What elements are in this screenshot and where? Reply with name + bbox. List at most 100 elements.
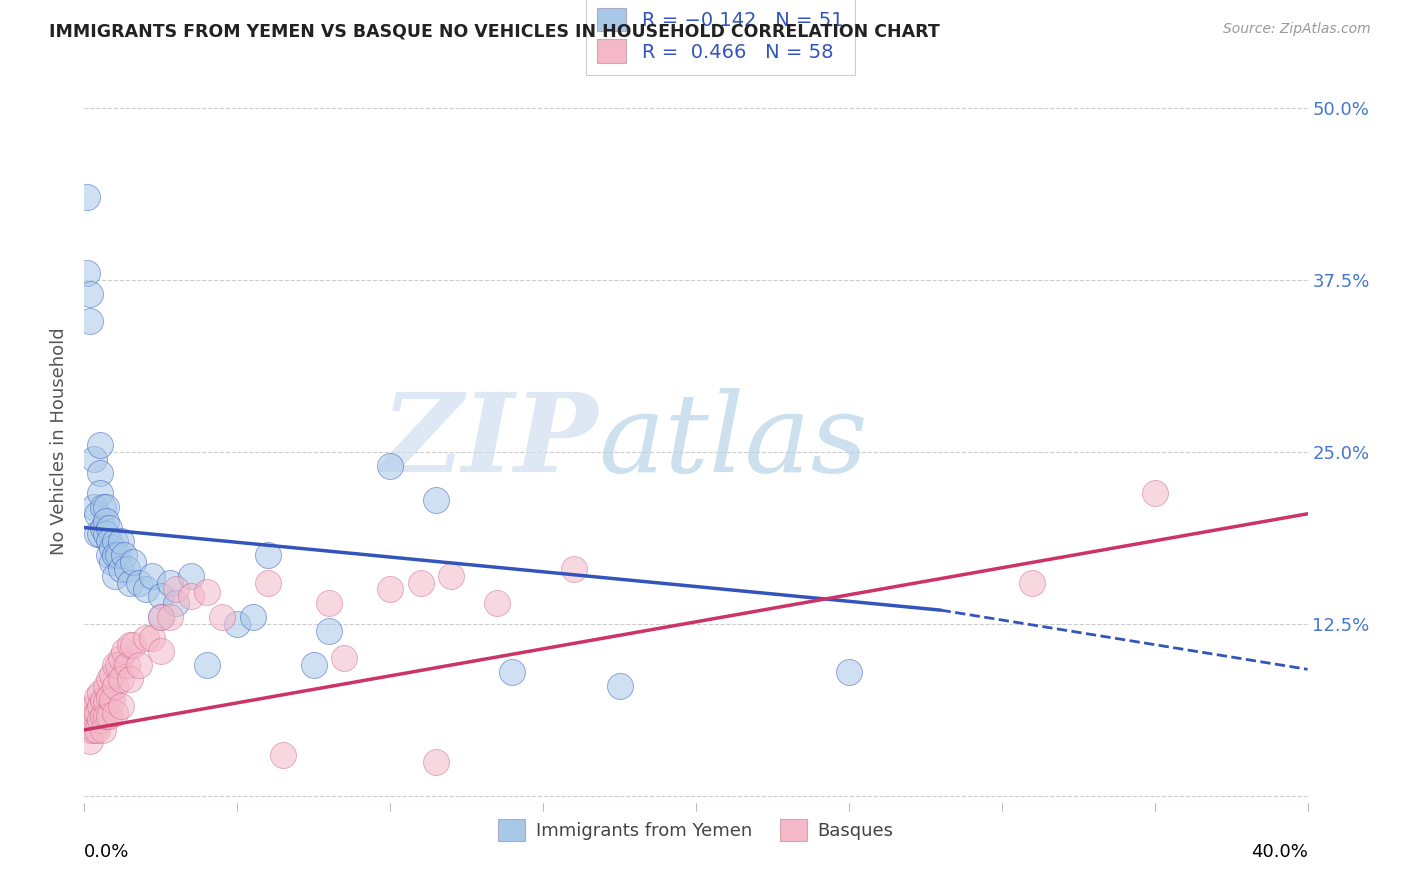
Point: [97, 672, 120, 686]
Point: [120, 575, 142, 590]
Point: [135, 582, 157, 597]
Point: [101, 668, 124, 682]
Point: [76, 190, 98, 204]
Point: [89, 438, 111, 452]
Point: [86, 507, 108, 521]
Text: ZIP: ZIP: [381, 388, 598, 495]
Point: [104, 534, 127, 549]
Point: [86, 723, 108, 737]
Point: [97, 690, 120, 704]
Point: [83, 699, 105, 714]
Point: [128, 575, 150, 590]
Point: [94, 527, 117, 541]
Point: [211, 610, 233, 624]
Point: [89, 466, 111, 480]
Point: [1143, 486, 1166, 500]
Point: [502, 665, 524, 679]
Point: [76, 704, 98, 718]
Point: [79, 314, 101, 328]
Point: [609, 679, 631, 693]
Point: [83, 709, 105, 723]
Point: [257, 575, 280, 590]
Point: [120, 672, 142, 686]
Point: [486, 596, 509, 610]
Point: [440, 568, 463, 582]
Point: [97, 520, 120, 534]
Point: [149, 610, 172, 624]
Point: [94, 709, 117, 723]
Text: Source: ZipAtlas.com: Source: ZipAtlas.com: [1223, 22, 1371, 37]
Point: [101, 555, 124, 569]
Y-axis label: No Vehicles in Household: No Vehicles in Household: [51, 327, 69, 556]
Point: [180, 590, 202, 604]
Point: [101, 692, 124, 706]
Point: [104, 568, 127, 582]
Point: [333, 651, 356, 665]
Point: [107, 658, 129, 673]
Point: [318, 624, 340, 638]
Point: [165, 596, 187, 610]
Point: [76, 266, 98, 280]
Point: [180, 568, 202, 582]
Point: [86, 706, 108, 721]
Point: [97, 534, 120, 549]
Point: [91, 500, 114, 514]
Point: [380, 582, 402, 597]
Point: [104, 658, 127, 673]
Point: [76, 717, 98, 731]
Point: [409, 575, 432, 590]
Point: [83, 500, 105, 514]
Point: [195, 658, 218, 673]
Text: atlas: atlas: [598, 388, 868, 495]
Point: [149, 644, 172, 658]
Point: [110, 672, 132, 686]
Point: [110, 534, 132, 549]
Point: [271, 747, 294, 762]
Point: [165, 582, 187, 597]
Point: [97, 548, 120, 562]
Point: [128, 658, 150, 673]
Point: [86, 527, 108, 541]
Point: [141, 568, 163, 582]
Point: [149, 590, 172, 604]
Point: [89, 713, 111, 727]
Text: 0.0%: 0.0%: [84, 843, 129, 861]
Point: [159, 610, 181, 624]
Point: [141, 631, 163, 645]
Point: [425, 493, 447, 508]
Point: [86, 690, 108, 704]
Point: [380, 458, 402, 473]
Point: [122, 555, 145, 569]
Point: [159, 575, 181, 590]
Point: [91, 520, 114, 534]
Point: [89, 686, 111, 700]
Point: [425, 755, 447, 769]
Point: [94, 514, 117, 528]
Point: [562, 562, 585, 576]
Point: [91, 723, 114, 737]
Point: [101, 541, 124, 556]
Legend: Immigrants from Yemen, Basques: Immigrants from Yemen, Basques: [491, 812, 901, 848]
Point: [302, 658, 325, 673]
Point: [242, 610, 264, 624]
Point: [91, 692, 114, 706]
Point: [83, 723, 105, 737]
Point: [89, 699, 111, 714]
Point: [110, 562, 132, 576]
Point: [104, 679, 127, 693]
Point: [1021, 575, 1043, 590]
Point: [94, 679, 117, 693]
Point: [112, 548, 135, 562]
Point: [110, 699, 132, 714]
Text: IMMIGRANTS FROM YEMEN VS BASQUE NO VEHICLES IN HOUSEHOLD CORRELATION CHART: IMMIGRANTS FROM YEMEN VS BASQUE NO VEHIC…: [49, 22, 941, 40]
Text: 40.0%: 40.0%: [1251, 843, 1308, 861]
Point: [318, 596, 340, 610]
Point: [79, 723, 101, 737]
Point: [115, 658, 138, 673]
Point: [149, 610, 172, 624]
Point: [89, 486, 111, 500]
Point: [112, 644, 135, 658]
Point: [110, 651, 132, 665]
Point: [195, 585, 218, 599]
Point: [94, 695, 117, 709]
